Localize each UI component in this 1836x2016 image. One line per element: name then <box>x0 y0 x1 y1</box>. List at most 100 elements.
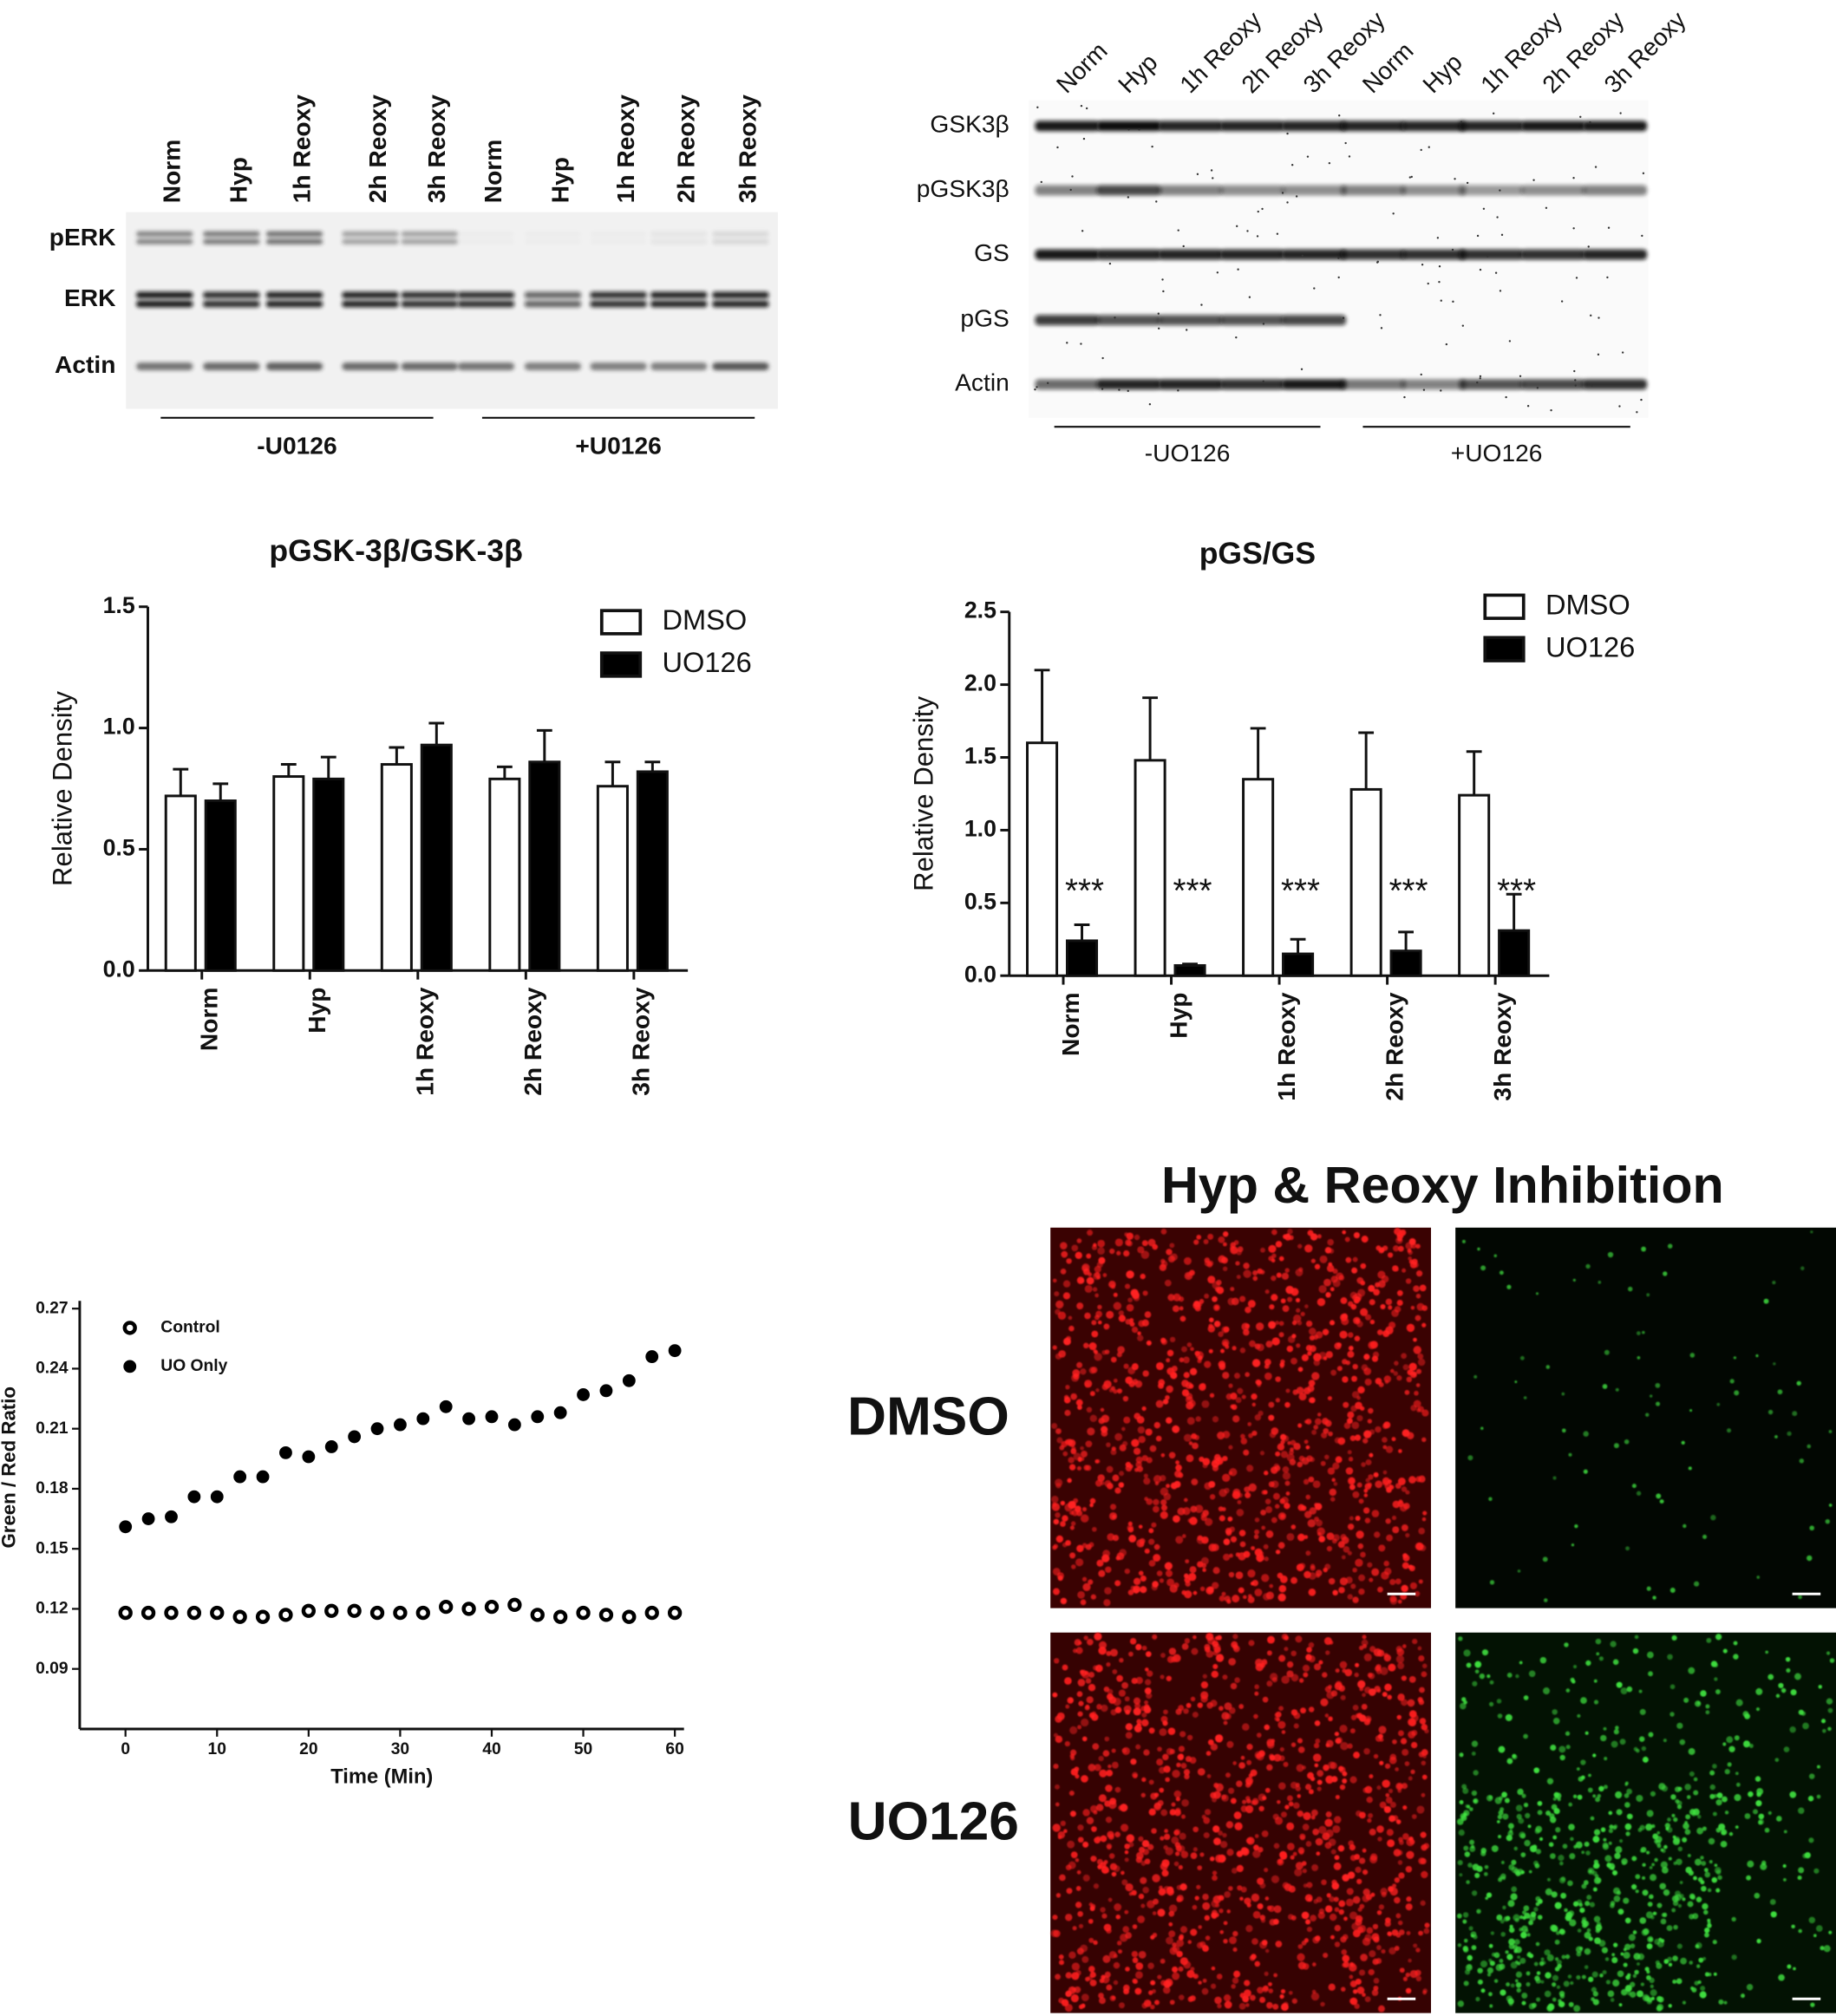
cell <box>1227 1516 1233 1522</box>
cell <box>1583 1431 1589 1437</box>
cell <box>1554 1967 1560 1972</box>
cell <box>1288 1914 1294 1921</box>
cell <box>1508 1927 1515 1934</box>
cell <box>1700 1880 1705 1885</box>
band <box>1582 379 1648 390</box>
cell <box>1507 1830 1513 1837</box>
cell <box>1257 1987 1264 1994</box>
cell <box>1092 1743 1100 1751</box>
cell <box>1654 1938 1661 1945</box>
band <box>203 362 260 370</box>
cell <box>1646 1943 1653 1949</box>
cell <box>1273 1843 1280 1850</box>
cell <box>1387 1839 1395 1848</box>
speck <box>1454 178 1456 180</box>
cell <box>1069 1510 1075 1516</box>
cell <box>1152 1989 1156 1993</box>
cell <box>1521 1910 1526 1915</box>
cell <box>1236 1275 1241 1280</box>
cell <box>1533 1961 1539 1967</box>
point <box>119 1520 133 1534</box>
cell <box>1216 1458 1223 1465</box>
cell <box>1159 1787 1165 1793</box>
cell <box>1166 1349 1174 1357</box>
speck <box>1572 177 1575 179</box>
cell <box>1373 1289 1380 1296</box>
legend-label: DMSO <box>1545 588 1630 620</box>
speck <box>1157 327 1160 329</box>
cell <box>1783 1830 1787 1834</box>
cell <box>1378 1544 1386 1552</box>
cell <box>1579 1907 1585 1914</box>
cell <box>1695 1944 1700 1949</box>
cell <box>1252 1269 1258 1276</box>
cell <box>1074 1766 1080 1772</box>
cell <box>1335 1795 1340 1800</box>
bar <box>1242 778 1275 977</box>
cell <box>1278 1706 1284 1712</box>
cell <box>1407 1249 1412 1253</box>
cell <box>1697 1814 1702 1819</box>
cell <box>1388 1947 1396 1955</box>
cell <box>1324 1818 1333 1827</box>
cell <box>1133 1587 1140 1594</box>
cell <box>1226 1599 1232 1604</box>
band-line <box>342 238 399 245</box>
cell <box>1322 1418 1330 1426</box>
point <box>507 1418 521 1432</box>
cell <box>1070 1851 1078 1858</box>
cell <box>1310 1233 1318 1241</box>
annotation: *** <box>1065 873 1104 910</box>
cell <box>1480 1265 1486 1271</box>
speck <box>1428 146 1430 148</box>
cell <box>1271 1337 1280 1346</box>
cell <box>1734 1794 1741 1802</box>
cell <box>1308 1476 1315 1483</box>
cell <box>1088 1342 1097 1351</box>
cell <box>1774 1435 1778 1439</box>
speck <box>1641 127 1643 130</box>
cell <box>1175 1460 1179 1465</box>
speck <box>1127 389 1129 393</box>
cell <box>1153 1554 1161 1563</box>
cell <box>1307 1519 1317 1528</box>
cell <box>1486 1673 1491 1679</box>
band <box>524 362 582 370</box>
cell <box>1163 1709 1168 1715</box>
cell <box>1235 1397 1242 1404</box>
cell <box>1368 1688 1376 1696</box>
cell <box>1777 1389 1783 1395</box>
cell <box>1541 1961 1546 1965</box>
cell <box>1502 1905 1506 1910</box>
lane-label: 1h Reoxy <box>288 95 315 204</box>
cell <box>1408 1731 1416 1739</box>
cell <box>1362 1507 1370 1514</box>
cell <box>1612 1659 1619 1666</box>
cell <box>1710 1660 1718 1667</box>
speck <box>1373 252 1376 255</box>
cell <box>1420 1857 1427 1865</box>
y-tick-label: 0.12 <box>36 1600 69 1618</box>
cell <box>1360 1308 1369 1316</box>
cell <box>1297 1738 1303 1744</box>
cell <box>1388 1815 1395 1823</box>
cell <box>1243 1328 1250 1336</box>
cell <box>1223 1720 1228 1726</box>
cell <box>1382 1479 1388 1486</box>
cell <box>1593 1863 1600 1869</box>
point <box>255 1609 271 1624</box>
cell <box>1371 1989 1379 1996</box>
cell <box>1825 1518 1830 1524</box>
cell <box>1473 1770 1479 1776</box>
cell <box>1655 1960 1660 1965</box>
cell <box>1405 1532 1410 1538</box>
cell <box>1598 1281 1602 1284</box>
cell <box>1342 1230 1346 1235</box>
cell <box>1533 1907 1539 1912</box>
cell <box>1767 1673 1774 1680</box>
cell <box>1791 1924 1795 1929</box>
cell <box>1165 1847 1173 1856</box>
cell <box>1232 1761 1237 1765</box>
cell <box>1597 1794 1602 1798</box>
cell <box>1358 1574 1366 1582</box>
